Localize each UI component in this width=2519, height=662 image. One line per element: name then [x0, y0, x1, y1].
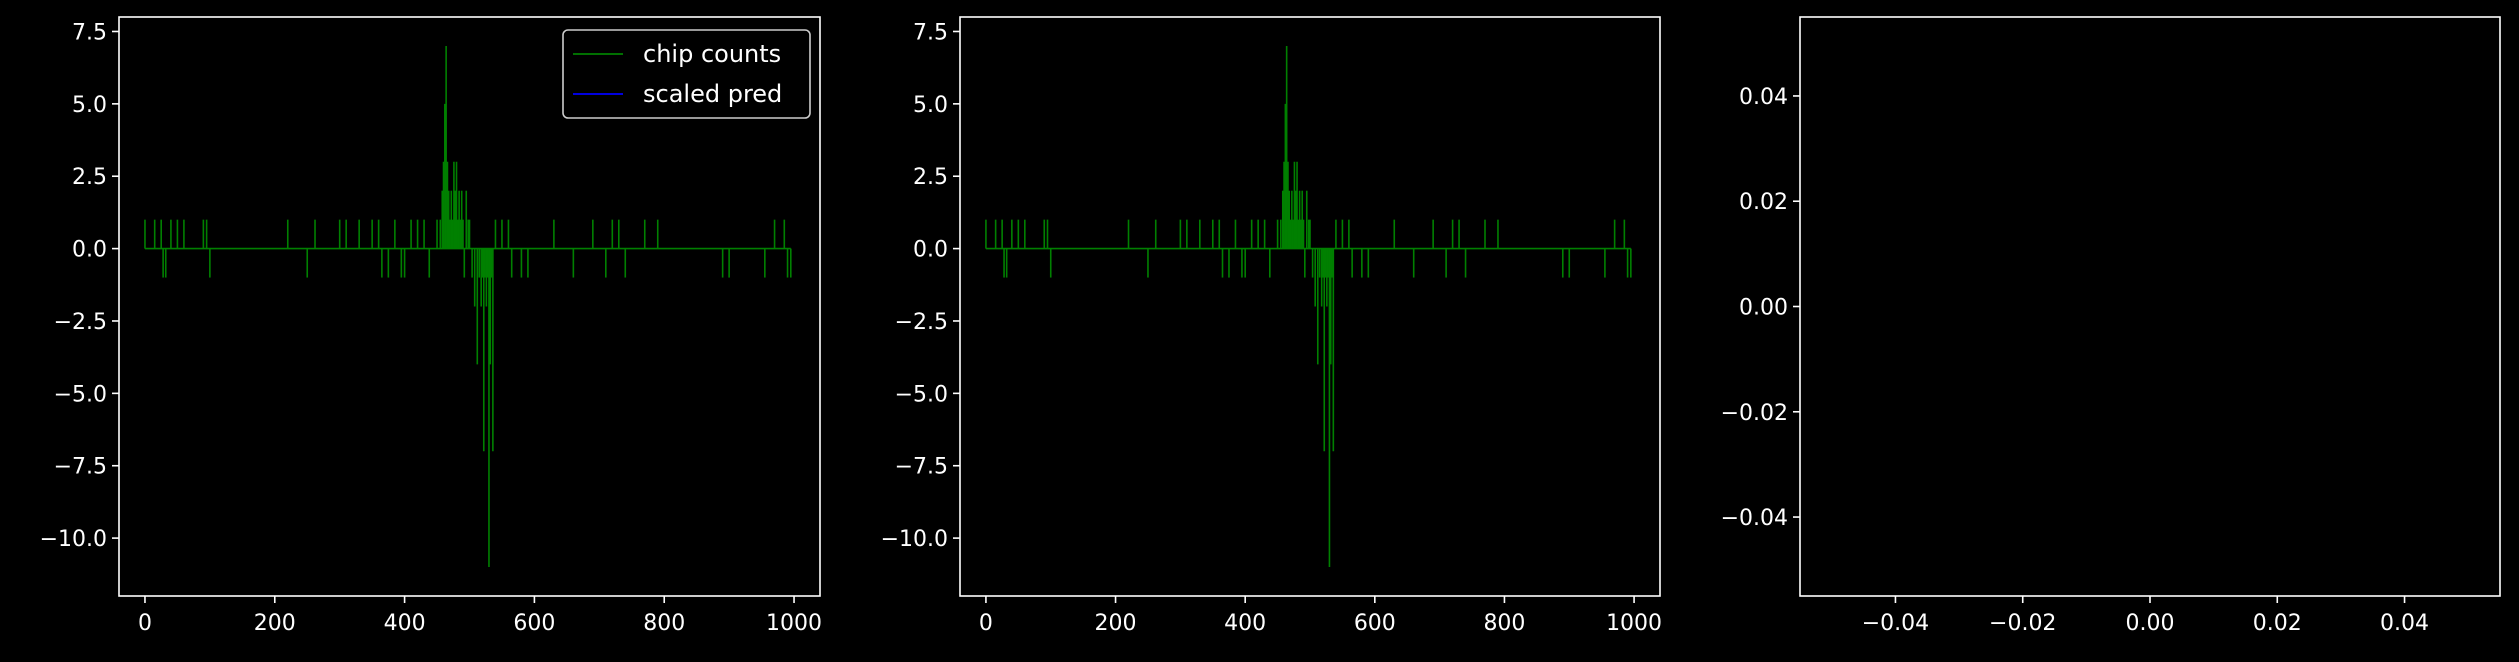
x-tick-label: −0.02 [1989, 611, 2056, 636]
x-tick-label: 1000 [1606, 611, 1662, 636]
x-tick-label: 600 [1354, 611, 1396, 636]
y-tick-label: 5.0 [72, 93, 107, 118]
y-tick-label: 7.5 [72, 20, 107, 45]
subplot-3: −0.04 −0.02 0.00 0.02 0.04 0.04 0.02 0.00 −0.02 −… [1721, 16, 2501, 636]
y-tick-label: −10.0 [881, 527, 948, 552]
y-tick-label: −10.0 [40, 527, 107, 552]
y-tick-label: 0.04 [1739, 85, 1788, 110]
x-tick-label: 400 [1224, 611, 1266, 636]
axes-frame [118, 16, 821, 597]
x-tick-label: 0 [138, 611, 152, 636]
y-tick-label: 2.5 [72, 165, 107, 190]
x-tick-label: 0.00 [2126, 611, 2175, 636]
y-tick-label: −5.0 [895, 382, 948, 407]
x-tick-label: 800 [643, 611, 685, 636]
legend-box [562, 29, 811, 119]
y-tick-label: 7.5 [913, 20, 948, 45]
legend-label: scaled pred [643, 80, 782, 108]
legend: chip counts scaled pred [562, 29, 811, 119]
series-chip-counts [144, 45, 792, 568]
legend-label: chip counts [643, 40, 781, 68]
x-tick-label: 1000 [766, 611, 822, 636]
y-tick-label: −2.5 [54, 310, 107, 335]
subplot-1: 0 200 400 600 800 1000 7.5 5.0 2.5 0.0 −2.5 −5.0 −7.… [40, 16, 822, 636]
x-tick-label: 0 [979, 611, 993, 636]
x-tick-label: 200 [254, 611, 296, 636]
x-tick-label: 400 [384, 611, 426, 636]
y-tick-label: −5.0 [54, 382, 107, 407]
x-tick-label: −0.04 [1862, 611, 1929, 636]
x-tick-label: 200 [1095, 611, 1137, 636]
axes-frame [959, 16, 1661, 597]
y-tick-label: 0.02 [1739, 190, 1788, 215]
y-tick-label: 0.0 [72, 238, 107, 263]
y-tick-label: 0.00 [1739, 296, 1788, 321]
x-tick-label: 800 [1483, 611, 1525, 636]
y-tick-label: 5.0 [913, 93, 948, 118]
x-tick-label: 0.04 [2380, 611, 2429, 636]
y-tick-label: 2.5 [913, 165, 948, 190]
x-tick-label: 0.02 [2253, 611, 2302, 636]
x-tick-label: 600 [513, 611, 555, 636]
y-tick-label: 0.0 [913, 238, 948, 263]
subplot-2: 0 200 400 600 800 1000 7.5 5.0 2.5 0.0 −2.5 −5.0 −7.… [881, 16, 1662, 636]
y-tick-label: −7.5 [895, 455, 948, 480]
series-chip-counts [985, 45, 1632, 568]
y-tick-label: −2.5 [895, 310, 948, 335]
y-tick-label: −7.5 [54, 455, 107, 480]
y-tick-label: −0.04 [1721, 506, 1788, 531]
y-tick-label: −0.02 [1721, 401, 1788, 426]
